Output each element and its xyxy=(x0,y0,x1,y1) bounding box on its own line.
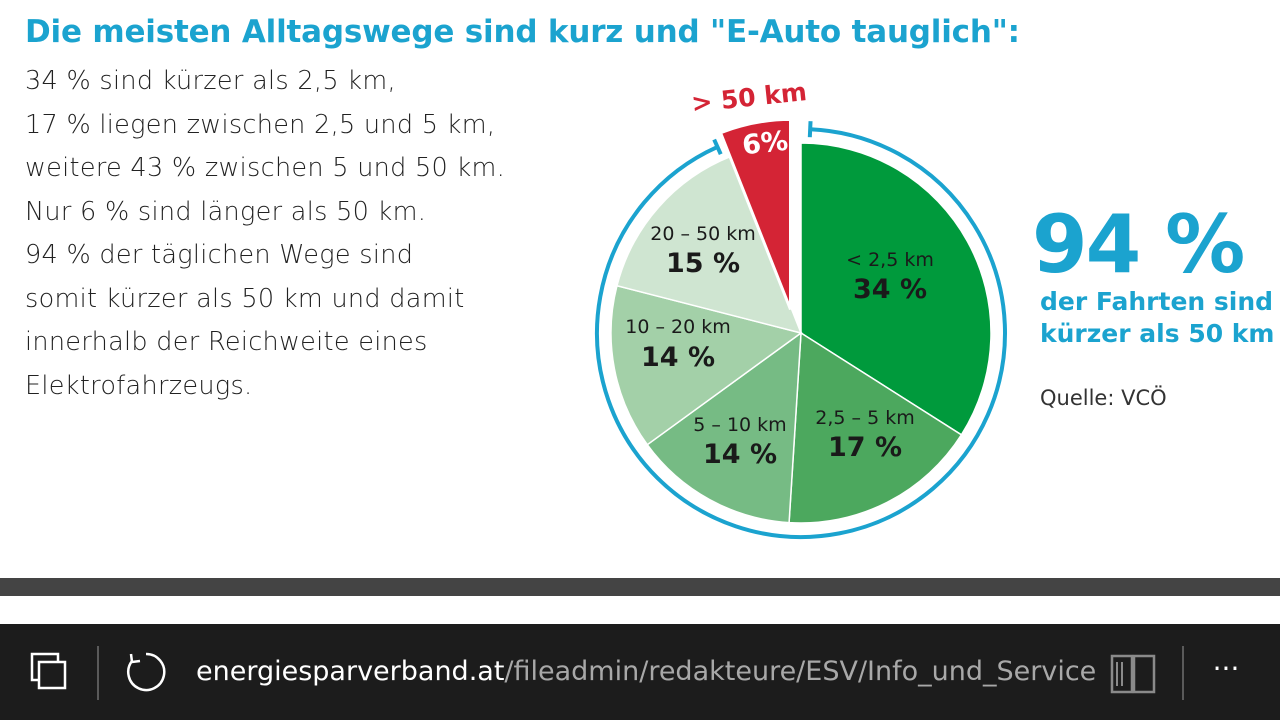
pie-slice-value: 15 % xyxy=(666,248,740,279)
toolbar-divider xyxy=(1182,646,1184,700)
reading-view-icon[interactable] xyxy=(1108,650,1158,696)
refresh-icon[interactable] xyxy=(122,648,170,696)
url-domain: energiesparverband.at xyxy=(196,656,505,687)
web-page-content: Die meisten Alltagswege sind kurz und "E… xyxy=(25,14,1275,539)
body-line: Elektrofahrzeugs. xyxy=(25,370,253,401)
pie-slice-value: 17 % xyxy=(828,432,902,463)
pie-slice xyxy=(788,331,963,524)
pie-slice xyxy=(646,331,802,524)
pie-slice-value: 34 % xyxy=(853,274,927,305)
pie-ring-tick xyxy=(712,138,723,156)
pie-slice xyxy=(800,142,992,436)
pie-slice-label: 20 – 50 km xyxy=(650,223,755,245)
pie-slice xyxy=(610,284,803,446)
body-line: 17 % liegen zwischen 2,5 und 5 km, xyxy=(25,109,496,140)
pie-ring-tick xyxy=(807,121,813,138)
source-note: Quelle: VCÖ xyxy=(1040,386,1167,410)
pie-slice-label: 5 – 10 km xyxy=(693,414,786,436)
pie-chart: < 2,5 km 34 % 2,5 – 5 km 17 % 5 – 10 km 14 % 1… xyxy=(595,77,1007,539)
pie-slice xyxy=(616,155,803,335)
tabs-icon[interactable] xyxy=(26,650,70,694)
pie-outer-ring xyxy=(595,127,1007,539)
browser-toolbar: energiesparverband.at/fileadmin/redakteu… xyxy=(0,624,1280,720)
headline: Die meisten Alltagswege sind kurz und "E… xyxy=(25,14,1020,50)
pie-slice-value: 6% xyxy=(741,126,790,162)
highlight-caption: der Fahrten sind kürzer als 50 km xyxy=(1040,286,1275,350)
body-line: 94 % der täglichen Wege sind xyxy=(25,240,414,270)
pie-slice-label: 2,5 – 5 km xyxy=(815,407,914,429)
highlight-value: 94 % xyxy=(1032,198,1245,291)
body-line: weitere 43 % zwischen 5 und 50 km. xyxy=(25,153,506,183)
address-bar[interactable]: energiesparverband.at/fileadmin/redakteu… xyxy=(196,648,1096,696)
pie-slice xyxy=(718,117,793,310)
pie-slice-label: 10 – 20 km xyxy=(625,316,730,338)
page-bottom-bar xyxy=(0,578,1280,596)
more-icon[interactable]: ··· xyxy=(1212,652,1240,685)
pie-slice-label: > 50 km xyxy=(690,77,808,118)
toolbar-divider xyxy=(97,646,99,700)
body-line: 34 % sind kürzer als 2,5 km, xyxy=(25,66,396,96)
body-line: innerhalb der Reichweite eines xyxy=(25,327,428,357)
body-line: somit kürzer als 50 km und damit xyxy=(25,283,465,314)
url-path: /fileadmin/redakteure/ESV/Info_und_Servi… xyxy=(504,656,1096,687)
highlight-caption-line: der Fahrten sind xyxy=(1040,287,1274,316)
highlight-caption-line: kürzer als 50 km xyxy=(1040,319,1275,348)
pie-slice-label: < 2,5 km xyxy=(846,249,934,271)
pie-slice-value: 14 % xyxy=(703,439,777,470)
body-text: 34 % sind kürzer als 2,5 km, 17 % liegen… xyxy=(25,60,585,408)
pie-slice-value: 14 % xyxy=(641,342,715,373)
body-line: Nur 6 % sind länger als 50 km. xyxy=(25,196,427,227)
page-gap xyxy=(0,596,1280,624)
